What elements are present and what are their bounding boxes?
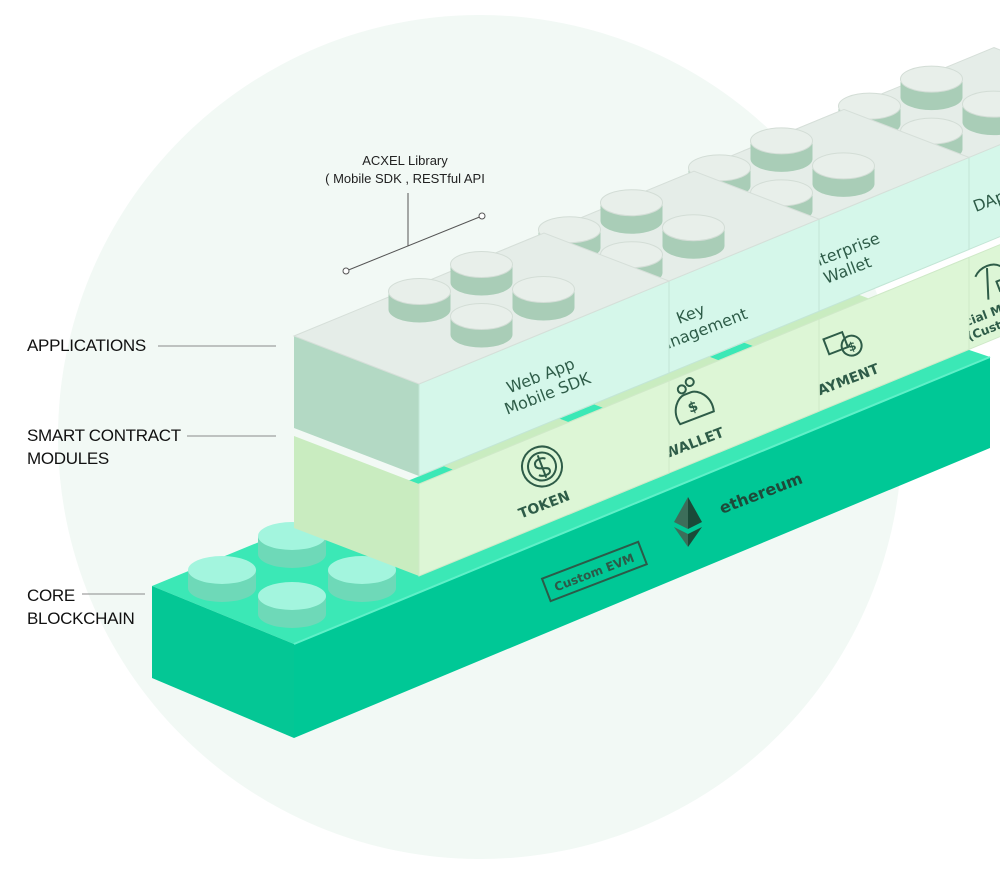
ethereum-logo-icon (674, 497, 702, 547)
base-stud (328, 556, 396, 602)
library-callout-subtitle: ( Mobile SDK , RESTful API (325, 171, 485, 186)
block-stud (750, 127, 813, 172)
library-callout: ACXEL Library ( Mobile SDK , RESTful API (300, 152, 510, 188)
smart-contract-layer-label: SMART CONTRACT MODULES (27, 426, 181, 468)
block-stud (900, 65, 963, 111)
library-connector-dot (478, 212, 486, 220)
pickaxe-icon (974, 263, 1000, 300)
base-stud (188, 556, 256, 602)
app-left-face (294, 336, 419, 476)
block-stud (812, 152, 875, 197)
block-stud (450, 251, 513, 296)
block-stud (388, 278, 451, 323)
application-block: Web AppMobile SDK (292, 232, 671, 477)
module-block: TOKEN (294, 380, 670, 577)
base-top-edge (293, 356, 991, 645)
block-stud (962, 90, 1000, 136)
base-stud (258, 582, 326, 628)
block-stud (450, 303, 513, 348)
module-left-face (294, 436, 419, 576)
core-blockchain-layer-label: CORE BLOCKCHAIN (27, 586, 135, 628)
block-stud (512, 276, 575, 321)
block-stud (600, 189, 663, 234)
block-stud (662, 214, 725, 259)
base-front-face (152, 586, 294, 738)
block-stacks: Social Mining(Custom)DApp$PAYMENTEnterpr… (292, 47, 1000, 577)
applications-layer-label: APPLICATIONS (27, 336, 146, 355)
library-callout-title: ACXEL Library (362, 153, 448, 168)
base-right-face (294, 357, 990, 738)
dollar-coin-icon (521, 445, 563, 488)
module-front-face (418, 380, 670, 577)
library-connector-dot (342, 267, 350, 275)
library-connector-line (345, 215, 483, 272)
